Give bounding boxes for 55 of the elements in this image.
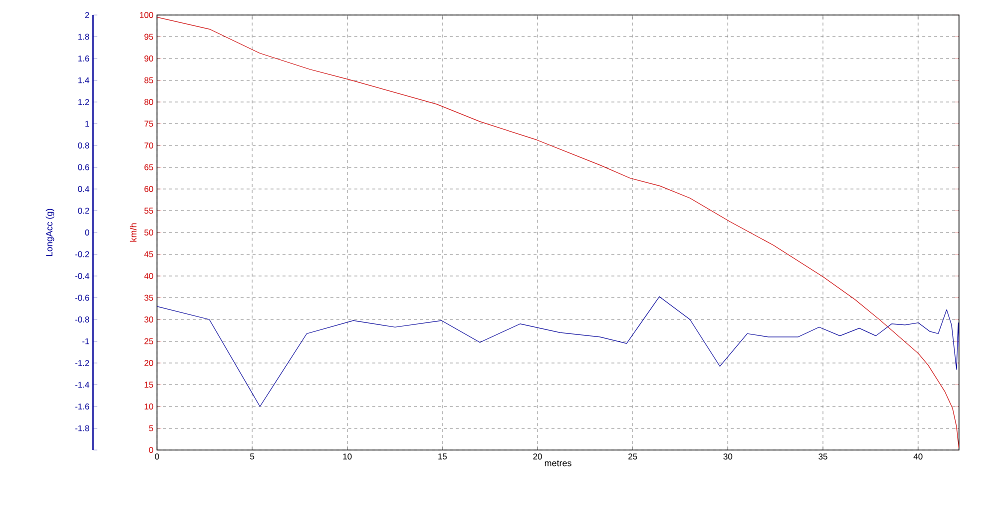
y-tick-label: 0 — [149, 447, 154, 453]
y-tick-label: 90 — [144, 56, 154, 62]
x-axis-title: metres — [544, 460, 572, 466]
y2-tick-label: -1.2 — [75, 360, 90, 366]
y2-tick-label: -0.2 — [75, 251, 90, 258]
y2-tick-label: 0.8 — [78, 142, 90, 148]
y2-tick-label: 1.8 — [78, 34, 90, 40]
y-axis-title: km/h — [130, 223, 137, 242]
y-tick-label: 45 — [144, 251, 154, 258]
y2-tick-label: 0 — [85, 230, 90, 236]
y-tick-label: 40 — [144, 273, 154, 279]
y-tick-label: 80 — [144, 99, 154, 105]
y-tick-label: 85 — [144, 77, 154, 84]
y2-tick-label: -0.4 — [75, 273, 90, 279]
y-tick-label: 70 — [144, 142, 154, 148]
y2-tick-label: 1 — [85, 120, 90, 127]
y2-tick-label: 0.4 — [78, 186, 90, 192]
y-tick-label: 35 — [144, 294, 154, 301]
x-tick-label: 5 — [250, 454, 254, 460]
x-tick-label: 20 — [533, 454, 542, 460]
y2-tick-label: 1.6 — [78, 56, 90, 62]
x-tick-label: 35 — [818, 454, 828, 460]
y-tick-label: 75 — [144, 120, 154, 127]
y2-tick-label: 0.6 — [78, 164, 90, 170]
y2-tick-label: 2 — [85, 12, 90, 18]
y-tick-label: 55 — [144, 208, 154, 214]
y2-tick-label: 0.2 — [78, 208, 90, 214]
y2-tick-label: -1 — [82, 338, 90, 344]
y2-tick-label: -1.8 — [75, 425, 90, 432]
y-tick-label: 100 — [140, 12, 154, 18]
y2-tick-label: -0.8 — [75, 316, 90, 322]
y2-tick-label: -1.6 — [75, 404, 90, 410]
x-tick-label: 40 — [914, 454, 922, 460]
y2-axis-title: LongAcc (g) — [46, 208, 54, 256]
x-tick-label: 0 — [154, 454, 160, 460]
y-tick-label: 65 — [144, 164, 154, 170]
x-tick-label: 15 — [438, 454, 447, 460]
y-tick-label: 60 — [144, 186, 154, 192]
y-tick-label: 50 — [144, 230, 154, 236]
line-series — [156, 296, 960, 407]
y-tick-label: 15 — [144, 382, 154, 388]
y2-tick-label: 1.4 — [78, 77, 90, 84]
y2-tick-label: 1.2 — [78, 99, 90, 105]
x-tick-label: 25 — [628, 454, 638, 460]
y-tick-label: 20 — [144, 360, 154, 366]
x-tick-label: 30 — [723, 454, 732, 460]
y-tick-label: 5 — [149, 425, 154, 432]
y2-tick-label: -0.6 — [75, 294, 90, 301]
x-tick-label: 10 — [343, 454, 352, 460]
line-series — [157, 16, 960, 448]
y-tick-label: 10 — [144, 404, 154, 410]
y2-tick-label: -1.4 — [75, 382, 90, 388]
y-tick-label: 30 — [144, 316, 154, 322]
y-tick-label: 25 — [144, 338, 154, 344]
y-tick-label: 95 — [144, 34, 154, 40]
